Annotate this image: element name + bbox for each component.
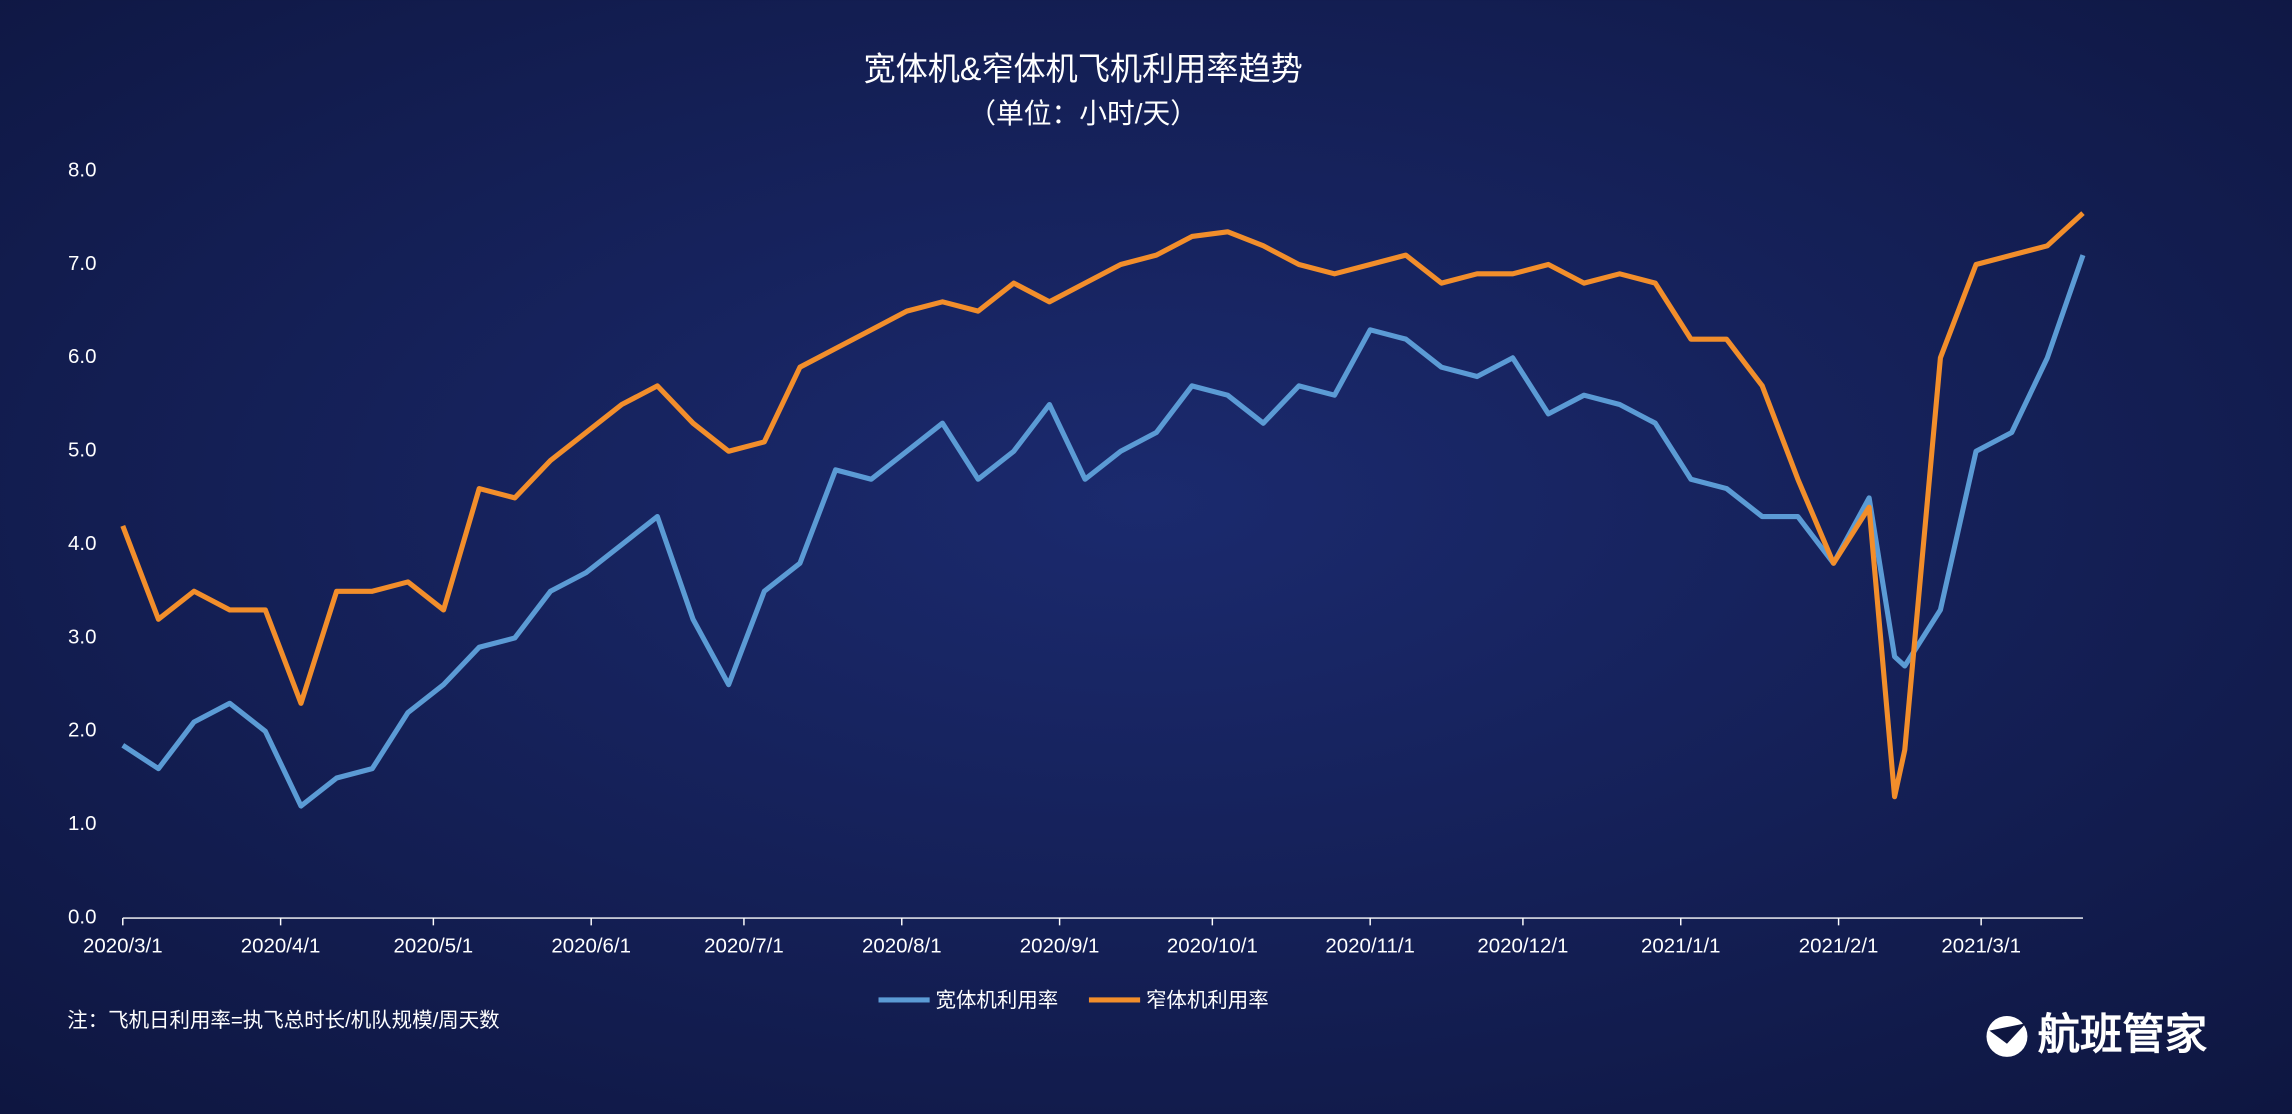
logo-icon-mark xyxy=(1989,1023,2026,1044)
x-tick-label: 2020/10/1 xyxy=(1167,935,1258,958)
x-tick-label: 2020/6/1 xyxy=(551,935,631,958)
y-tick-label: 4.0 xyxy=(68,532,96,555)
chart-title: 宽体机&窄体机飞机利用率趋势 xyxy=(864,51,1303,87)
series-line xyxy=(120,211,2085,800)
y-tick-label: 2.0 xyxy=(68,719,96,742)
x-tick-label: 2020/8/1 xyxy=(862,935,942,958)
x-tick-label: 2020/11/1 xyxy=(1325,935,1414,958)
x-tick-label: 2021/1/1 xyxy=(1641,935,1721,958)
y-tick-label: 8.0 xyxy=(68,159,96,182)
x-tick-label: 2020/4/1 xyxy=(241,935,321,958)
x-tick-label: 2021/2/1 xyxy=(1799,935,1879,958)
note: 注：飞机日利用率=执飞总时长/机队规模/周天数 xyxy=(67,1009,499,1032)
y-tick-label: 1.0 xyxy=(68,812,96,835)
legend-label: 宽体机利用率 xyxy=(936,989,1059,1012)
y-tick-label: 0.0 xyxy=(68,905,96,928)
x-tick-label: 2020/5/1 xyxy=(394,935,474,958)
chart-subtitle: （单位：小时/天） xyxy=(968,98,1198,129)
x-tick-label: 2021/3/1 xyxy=(1941,935,2021,958)
y-tick-label: 7.0 xyxy=(68,252,96,275)
y-tick-label: 6.0 xyxy=(68,345,96,368)
x-tick-label: 2020/7/1 xyxy=(704,935,784,958)
brand-name: 航班管家 xyxy=(2038,1011,2208,1058)
series-line xyxy=(121,254,2086,809)
y-tick-label: 3.0 xyxy=(68,625,96,648)
y-tick-label: 5.0 xyxy=(68,439,96,462)
x-tick-label: 2020/12/1 xyxy=(1477,935,1568,958)
legend-label: 窄体机利用率 xyxy=(1146,989,1269,1012)
x-tick-label: 2020/3/1 xyxy=(83,935,163,958)
x-tick-label: 2020/9/1 xyxy=(1020,935,1100,958)
brand-logo: 航班管家 xyxy=(1986,1011,2208,1058)
